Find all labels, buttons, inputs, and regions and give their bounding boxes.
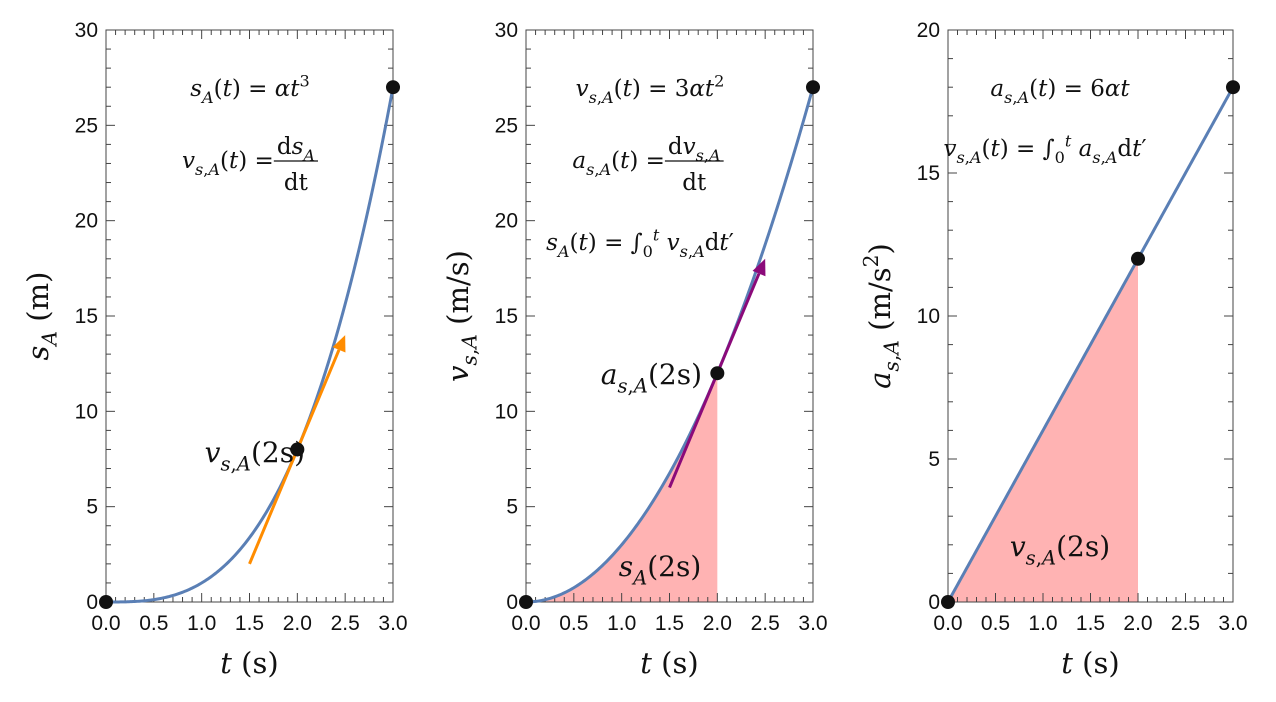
plot-frame bbox=[105, 29, 394, 603]
x-tick-label: 0.0 bbox=[511, 612, 540, 635]
y-axis-label: as,A​ (m/s2​) bbox=[859, 243, 904, 389]
x-tick-label: 3.0 bbox=[1218, 612, 1247, 635]
x-tick-label: 2.0 bbox=[283, 612, 312, 635]
tangent-arrow-shaft bbox=[668, 272, 761, 489]
x-tick-label: 0.5 bbox=[981, 612, 1010, 635]
panel-3: 0.0 0.5 1.0 1.5 2.0 2.5 3.0 0 5 10 15 20 t (s) as,A​ … bbox=[859, 19, 1248, 680]
x-tick-label: 1.5 bbox=[655, 612, 684, 635]
x-tick-label: 0.0 bbox=[91, 612, 120, 635]
x-tick-label: 1.5 bbox=[235, 612, 264, 635]
formula-annotation: vs,A​(2s) bbox=[205, 436, 305, 475]
tangent-arrow-head bbox=[752, 258, 766, 277]
tangent-arrow-head bbox=[332, 335, 346, 353]
x-tick-label: 1.5 bbox=[1076, 612, 1105, 635]
y-tick-label: 20 bbox=[917, 19, 940, 42]
formula-annotation: as,A​(2s) bbox=[601, 358, 702, 397]
data-curve bbox=[525, 86, 815, 604]
data-point bbox=[99, 595, 113, 609]
data-point bbox=[941, 595, 955, 609]
formula-denominator: dt bbox=[284, 170, 309, 196]
y-tick-label: 10 bbox=[75, 400, 98, 423]
data-curve bbox=[946, 86, 1235, 603]
y-tick-label: 25 bbox=[75, 114, 98, 137]
x-tick-label: 3.0 bbox=[798, 612, 827, 635]
x-tick-label: 2.0 bbox=[703, 612, 732, 635]
y-tick-label: 25 bbox=[495, 114, 518, 137]
x-tick-label: 0.5 bbox=[559, 612, 588, 635]
data-point bbox=[386, 80, 400, 95]
formula-lhs: vs,A​(t) = bbox=[182, 148, 274, 179]
formula-numerator: dvs,A​ bbox=[668, 134, 721, 165]
x-tick-label: 2.5 bbox=[1171, 612, 1200, 635]
x-tick-label: 1.0 bbox=[187, 612, 216, 635]
data-point bbox=[519, 595, 533, 609]
formula-annotation: sA​(2s) bbox=[619, 550, 702, 589]
y-tick-label: 5 bbox=[506, 496, 518, 519]
data-point bbox=[290, 442, 305, 457]
x-tick-label: 1.0 bbox=[607, 612, 636, 635]
y-tick-label: 30 bbox=[75, 19, 98, 42]
x-axis-label: t (s) bbox=[640, 646, 698, 680]
x-axis-label: t (s) bbox=[220, 646, 278, 680]
formula-annotation: vs,A​(t) = dsA​ dt bbox=[182, 134, 318, 196]
x-tick-label: 1.0 bbox=[1028, 612, 1057, 635]
y-tick-label: 15 bbox=[75, 305, 98, 328]
formula-annotation: vs,A​(t) = ∫0​t​ as,A​dt′ bbox=[943, 131, 1146, 167]
y-tick-label: 30 bbox=[495, 19, 518, 42]
panel-2: 0.0 0.5 1.0 1.5 2.0 2.5 3.0 0 5 10 15 20 25 30 t (s) vs… bbox=[441, 19, 828, 680]
x-tick-label: 2.5 bbox=[751, 612, 780, 635]
formula-lhs: as,A​(t) = bbox=[572, 148, 665, 179]
y-tick-label: 10 bbox=[917, 305, 940, 328]
formula-annotation: sA​(t) = αt3​ bbox=[190, 71, 310, 107]
formula-annotation: vs,A​(t) = 3αt2​ bbox=[576, 71, 725, 107]
y-tick-label: 15 bbox=[495, 305, 518, 328]
x-tick-label: 0.0 bbox=[933, 612, 962, 635]
x-tick-label: 0.5 bbox=[139, 612, 168, 635]
formula-annotation: as,A​(t) = 6αt bbox=[990, 76, 1130, 107]
formula-numerator: dsA​ bbox=[277, 134, 315, 165]
y-tick-label: 20 bbox=[75, 210, 98, 233]
formula-denominator: dt bbox=[682, 170, 707, 196]
x-tick-label: 3.0 bbox=[378, 612, 407, 635]
y-tick-label: 10 bbox=[495, 400, 518, 423]
formula-annotation: vs,A​(2s) bbox=[1010, 530, 1110, 569]
y-tick-label: 20 bbox=[495, 210, 518, 233]
y-tick-label: 0 bbox=[86, 591, 98, 614]
y-tick-label: 0 bbox=[928, 591, 940, 614]
x-tick-label: 2.5 bbox=[331, 612, 360, 635]
y-tick-label: 15 bbox=[917, 162, 940, 185]
y-tick-label: 5 bbox=[928, 448, 940, 471]
x-axis-label: t (s) bbox=[1061, 646, 1119, 680]
y-tick-label: 0 bbox=[506, 591, 518, 614]
formula-annotation: sA​(t) = ∫0​t​ vs,A​dt′ bbox=[546, 225, 734, 261]
x-tick-label: 2.0 bbox=[1123, 612, 1152, 635]
shaded-area bbox=[526, 373, 718, 602]
y-axis-label: sA​ (m) bbox=[21, 272, 62, 361]
data-point bbox=[806, 80, 820, 95]
data-point bbox=[710, 366, 725, 381]
formula-annotation: as,A​(t) = dvs,A​ dt bbox=[572, 134, 724, 196]
panel-1: 0.0 0.5 1.0 1.5 2.0 2.5 3.0 0 5 10 15 20 25 30 t (s) sA… bbox=[21, 19, 408, 680]
y-axis-label: vs,A​ (m/s) bbox=[441, 250, 482, 382]
data-curve bbox=[106, 86, 395, 604]
data-point bbox=[1131, 251, 1145, 266]
y-tick-label: 5 bbox=[86, 496, 98, 519]
tangent-arrow-shaft bbox=[248, 349, 341, 565]
data-point bbox=[1226, 80, 1240, 95]
